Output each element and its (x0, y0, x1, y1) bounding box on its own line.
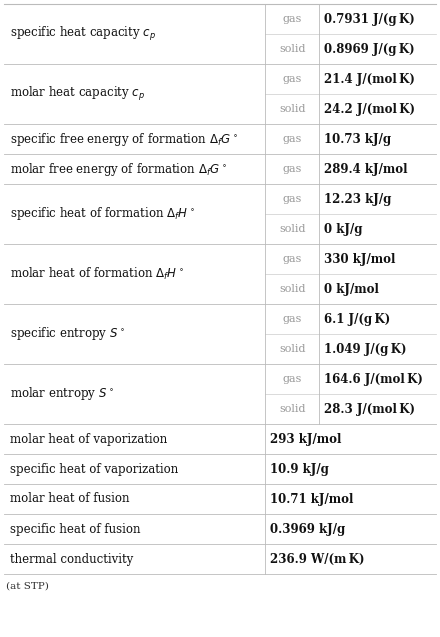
Text: gas: gas (282, 74, 302, 84)
Text: gas: gas (282, 254, 302, 264)
Text: 164.6 J/(mol K): 164.6 J/(mol K) (324, 373, 423, 385)
Text: molar heat of vaporization: molar heat of vaporization (11, 433, 168, 445)
Text: molar heat capacity $c_p$: molar heat capacity $c_p$ (11, 85, 146, 103)
Text: 236.9 W/(m K): 236.9 W/(m K) (270, 552, 365, 566)
Text: 12.23 kJ/g: 12.23 kJ/g (324, 192, 392, 206)
Text: solid: solid (279, 224, 305, 234)
Text: molar free energy of formation $\Delta_f G^\circ$: molar free energy of formation $\Delta_f… (11, 161, 227, 178)
Text: gas: gas (282, 164, 302, 174)
Text: gas: gas (282, 194, 302, 204)
Text: 10.73 kJ/g: 10.73 kJ/g (324, 132, 391, 145)
Text: solid: solid (279, 104, 305, 114)
Text: 330 kJ/mol: 330 kJ/mol (324, 252, 396, 266)
Text: 0 kJ/mol: 0 kJ/mol (324, 282, 379, 296)
Text: 10.71 kJ/mol: 10.71 kJ/mol (270, 492, 354, 506)
Text: molar heat of formation $\Delta_f H^\circ$: molar heat of formation $\Delta_f H^\cir… (11, 266, 184, 282)
Text: 10.9 kJ/g: 10.9 kJ/g (270, 462, 329, 475)
Text: 24.2 J/(mol K): 24.2 J/(mol K) (324, 103, 415, 115)
Text: (at STP): (at STP) (7, 582, 49, 591)
Text: specific entropy $S^\circ$: specific entropy $S^\circ$ (11, 326, 125, 343)
Text: 293 kJ/mol: 293 kJ/mol (270, 433, 341, 445)
Text: 1.049 J/(g K): 1.049 J/(g K) (324, 343, 407, 355)
Text: 21.4 J/(mol K): 21.4 J/(mol K) (324, 73, 415, 85)
Text: solid: solid (279, 284, 305, 294)
Text: solid: solid (279, 344, 305, 354)
Text: gas: gas (282, 314, 302, 324)
Text: molar entropy $S^\circ$: molar entropy $S^\circ$ (11, 385, 114, 403)
Text: specific heat capacity $c_p$: specific heat capacity $c_p$ (11, 25, 157, 43)
Text: specific heat of vaporization: specific heat of vaporization (11, 462, 179, 475)
Text: gas: gas (282, 134, 302, 144)
Text: 6.1 J/(g K): 6.1 J/(g K) (324, 313, 390, 326)
Text: gas: gas (282, 14, 302, 24)
Text: molar heat of fusion: molar heat of fusion (11, 492, 130, 506)
Text: solid: solid (279, 44, 305, 54)
Text: gas: gas (282, 374, 302, 384)
Text: specific heat of fusion: specific heat of fusion (11, 522, 141, 536)
Text: 0.8969 J/(g K): 0.8969 J/(g K) (324, 43, 415, 55)
Text: 0 kJ/g: 0 kJ/g (324, 222, 363, 236)
Text: solid: solid (279, 404, 305, 414)
Text: 289.4 kJ/mol: 289.4 kJ/mol (324, 162, 408, 176)
Text: 28.3 J/(mol K): 28.3 J/(mol K) (324, 403, 415, 415)
Text: 0.7931 J/(g K): 0.7931 J/(g K) (324, 13, 415, 25)
Text: specific heat of formation $\Delta_f H^\circ$: specific heat of formation $\Delta_f H^\… (11, 206, 195, 222)
Text: thermal conductivity: thermal conductivity (11, 552, 134, 566)
Text: 0.3969 kJ/g: 0.3969 kJ/g (270, 522, 345, 536)
Text: specific free energy of formation $\Delta_f G^\circ$: specific free energy of formation $\Delt… (11, 131, 238, 148)
